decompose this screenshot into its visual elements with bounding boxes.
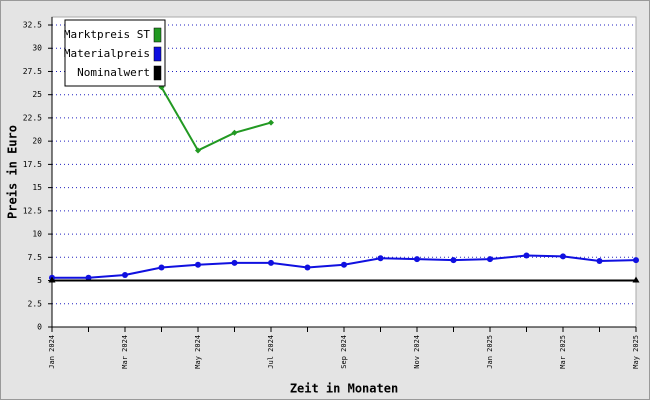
x-tick-label: Jan 2025 [486,335,494,369]
point [268,259,274,266]
x-tick-label: Mar 2025 [559,335,567,369]
y-tick-label: 2.5 [28,299,43,308]
legend-swatch [153,46,162,62]
point [523,252,530,259]
point [377,255,384,262]
point [633,257,639,264]
y-tick-label: 12.5 [23,206,42,215]
x-tick-label: Jul 2024 [267,335,275,369]
point [596,258,603,265]
legend-label: Nominalwert [77,66,150,79]
y-tick-label: 0 [37,323,42,332]
point [341,261,347,268]
x-tick-label: Nov 2024 [413,335,421,369]
y-tick-label: 7.5 [28,253,43,262]
legend-box [64,19,166,87]
y-tick-label: 10 [32,230,42,239]
y-tick-label: 32.5 [23,21,42,30]
y-tick-label: 5 [37,276,42,285]
point [487,256,493,263]
y-tick-label: 20 [32,137,42,146]
point [48,276,56,283]
point [195,261,201,268]
legend-label: Materialpreis [64,47,150,60]
x-tick-label: May 2025 [632,335,640,369]
y-tick-label: 22.5 [23,113,42,122]
y-tick-label: 15 [32,183,42,192]
point [632,276,640,283]
y-tick-label: 27.5 [23,67,42,76]
point [85,274,92,281]
point [231,259,238,266]
y-tick-label: 25 [32,90,42,99]
y-tick-label: 30 [32,44,42,53]
point [268,119,274,126]
series-line [160,86,272,152]
point [560,253,566,260]
x-tick-label: Jan 2024 [48,335,56,369]
legend-swatch [153,27,162,43]
point [414,256,420,263]
legend-label: Marktpreis ST [64,28,150,41]
y-tick-label: 17.5 [23,160,42,169]
x-tick-label: May 2024 [194,335,202,369]
legend-swatch [153,65,162,81]
y-axis-label: Preis in Euro [6,125,20,219]
point [450,257,457,264]
point [122,271,128,278]
point [158,264,165,271]
point [231,129,238,136]
x-axis-label: Zeit in Monaten [290,382,398,396]
x-tick-label: Mar 2024 [121,335,129,369]
point [304,264,311,271]
point [195,147,201,154]
x-tick-label: Sep 2024 [340,335,348,369]
